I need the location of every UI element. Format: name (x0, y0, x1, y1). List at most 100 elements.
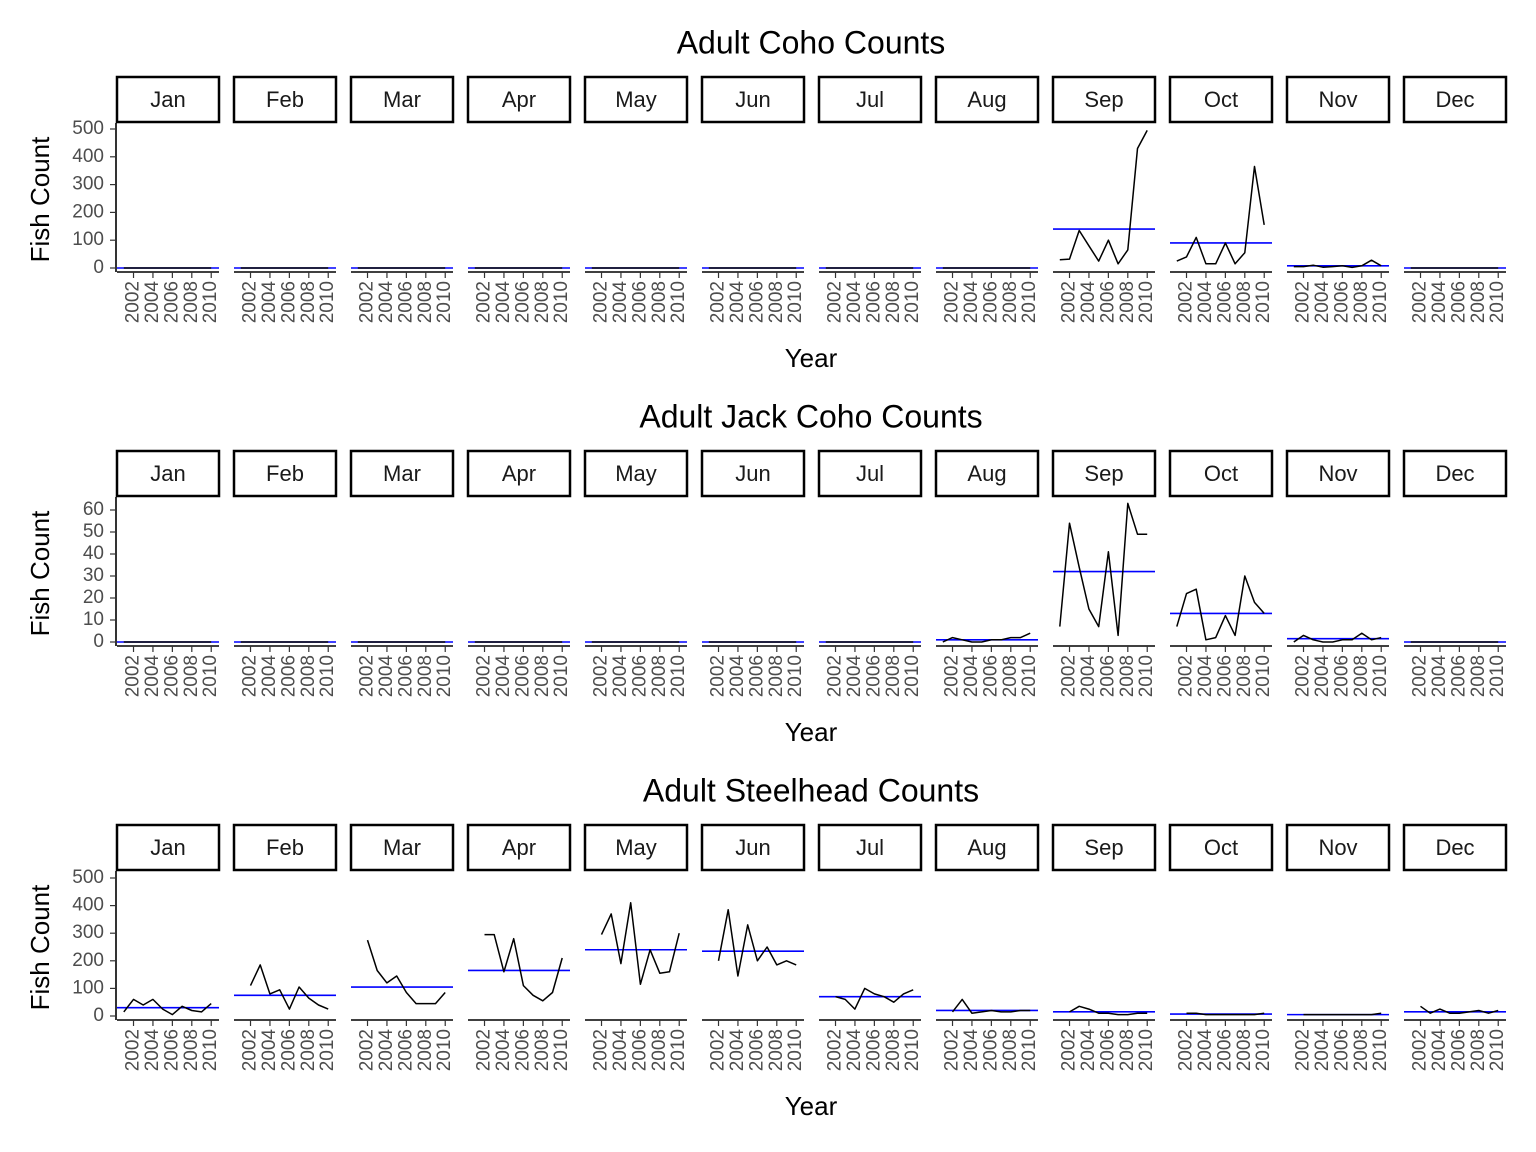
facet-strip (115, 75, 221, 124)
x-tick-label: 2008 (1468, 1029, 1489, 1071)
x-tick-label: 2006 (863, 281, 884, 323)
series-line (1059, 502, 1148, 637)
x-tick-label: 2002 (591, 281, 612, 323)
series-line (123, 998, 212, 1016)
y-axis-label: Fish Count (25, 136, 55, 262)
facet-strip (934, 823, 1040, 872)
x-tick-label: 2002 (1293, 1029, 1314, 1071)
facet-strip (466, 449, 572, 498)
facet-strip (1285, 823, 1391, 872)
x-tick-label: 2004 (1312, 1029, 1333, 1072)
y-tick-label: 60 (83, 499, 104, 520)
x-tick-label: 2002 (1410, 655, 1431, 697)
x-tick-label: 2010 (668, 655, 689, 697)
x-tick-label: 2010 (1136, 655, 1157, 697)
x-tick-label: 2010 (902, 655, 923, 697)
x-tick-label: 2006 (1331, 655, 1352, 697)
x-tick-label: 2006 (980, 655, 1001, 697)
x-tick-label: 2008 (532, 281, 553, 323)
x-tick-label: 2004 (493, 655, 514, 698)
x-tick-label: 2006 (161, 1029, 182, 1071)
x-tick-label: 2008 (415, 655, 436, 697)
x-tick-label: 2004 (961, 1029, 982, 1072)
x-tick-label: 2006 (161, 655, 182, 697)
x-tick-label: 2010 (1487, 1029, 1508, 1071)
x-tick-label: 2010 (317, 1029, 338, 1071)
x-tick-label: 2004 (727, 281, 748, 324)
y-tick-label: 0 (93, 257, 104, 278)
x-tick-label: 2004 (142, 1029, 163, 1072)
facet-strip (1285, 75, 1391, 124)
x-tick-label: 2010 (200, 655, 221, 697)
x-tick-label: 2002 (357, 281, 378, 323)
facet-strip-label: May (615, 835, 657, 860)
facet-strip-label: Nov (1318, 87, 1357, 112)
x-tick-label: 2002 (123, 1029, 144, 1071)
y-axis-label: Fish Count (25, 884, 55, 1010)
facet-strip (349, 449, 455, 498)
facet-strip-label: Apr (502, 461, 536, 486)
x-tick-label: 2002 (708, 281, 729, 323)
x-tick-label: 2006 (395, 655, 416, 697)
y-tick-label: 100 (72, 229, 104, 250)
x-tick-label: 2006 (1448, 655, 1469, 697)
facet-strip (817, 449, 923, 498)
facet-strip-label: Dec (1435, 87, 1474, 112)
facet-strip (934, 449, 1040, 498)
facet-strip (115, 449, 221, 498)
x-axis-label: Year (785, 1091, 838, 1121)
facet-strip-label: Aug (967, 461, 1006, 486)
x-tick-label: 2004 (142, 281, 163, 324)
facet-strip (583, 75, 689, 124)
x-tick-label: 2008 (1351, 1029, 1372, 1071)
facet-strip (1402, 75, 1508, 124)
facet-strip-label: Jul (856, 87, 884, 112)
facet-strip-label: Feb (266, 835, 304, 860)
x-tick-label: 2010 (902, 1029, 923, 1071)
facet-strip (583, 823, 689, 872)
facet-strip-label: Mar (383, 87, 421, 112)
x-tick-label: 2004 (844, 655, 865, 698)
x-tick-label: 2004 (1195, 1029, 1216, 1072)
x-tick-label: 2008 (1234, 1029, 1255, 1071)
x-tick-label: 2010 (785, 281, 806, 323)
x-tick-label: 2008 (1000, 655, 1021, 697)
x-tick-label: 2006 (746, 281, 767, 323)
facet-strip-label: Aug (967, 835, 1006, 860)
x-tick-label: 2006 (278, 1029, 299, 1071)
y-tick-label: 20 (83, 587, 104, 608)
x-tick-label: 2010 (434, 1029, 455, 1071)
x-tick-label: 2008 (181, 1029, 202, 1071)
x-tick-label: 2006 (1331, 1029, 1352, 1071)
facet-strip (700, 823, 806, 872)
x-tick-label: 2002 (1176, 655, 1197, 697)
x-tick-label: 2010 (785, 1029, 806, 1071)
x-tick-label: 2008 (532, 1029, 553, 1071)
x-tick-label: 2006 (1214, 281, 1235, 323)
x-tick-label: 2010 (1487, 655, 1508, 697)
facet-strip-label: Jan (150, 87, 185, 112)
x-tick-label: 2010 (1370, 281, 1391, 323)
x-tick-label: 2002 (474, 281, 495, 323)
y-tick-label: 100 (72, 977, 104, 998)
series-line (1420, 1005, 1499, 1014)
x-tick-label: 2006 (629, 281, 650, 323)
x-tick-label: 2002 (1410, 281, 1431, 323)
x-tick-label: 2004 (259, 655, 280, 698)
facet-strip-label: Aug (967, 87, 1006, 112)
series-line (600, 902, 680, 986)
facet-strip-label: Feb (266, 461, 304, 486)
x-tick-label: 2004 (1312, 655, 1333, 698)
x-tick-label: 2002 (1059, 1029, 1080, 1071)
facet-strip-label: Feb (266, 87, 304, 112)
x-tick-label: 2010 (1019, 655, 1040, 697)
x-tick-label: 2006 (746, 1029, 767, 1071)
